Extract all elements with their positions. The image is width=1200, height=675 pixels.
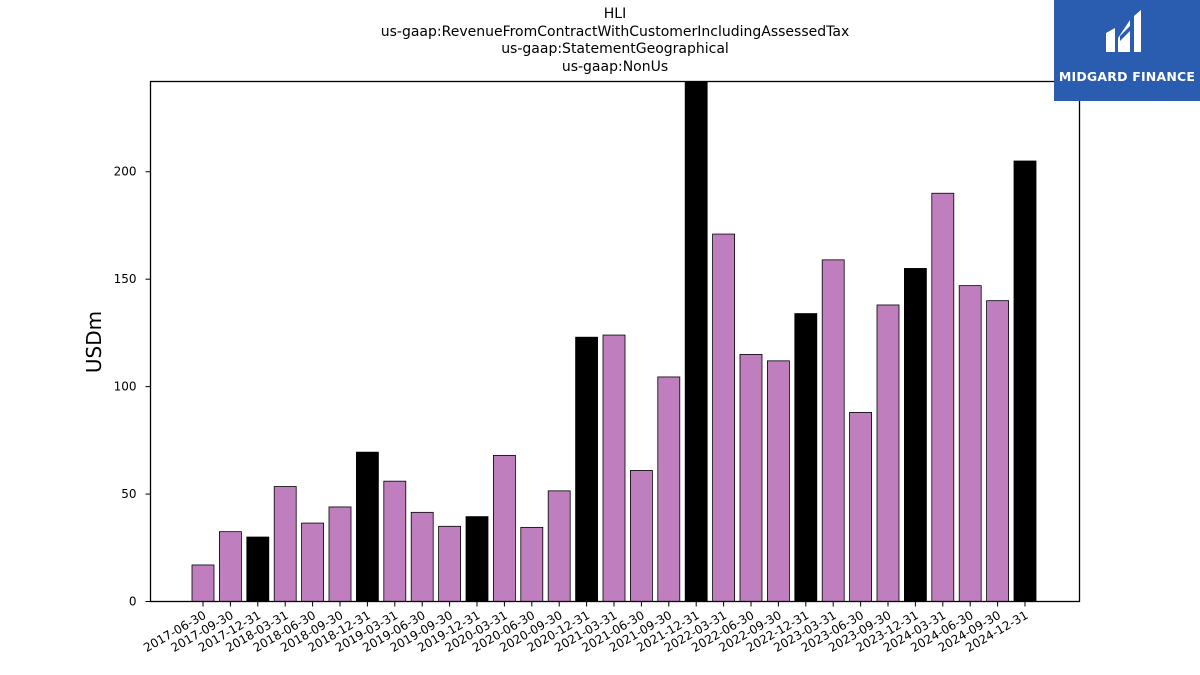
bar-2017-06-30 <box>191 564 215 602</box>
bar-2022-09-30 <box>767 360 790 602</box>
y-axis-label: USDm <box>82 311 106 373</box>
bar-2020-09-30 <box>547 490 571 602</box>
bar-2022-03-31 <box>712 233 735 602</box>
bar-2023-03-31 <box>821 259 845 602</box>
bar-2023-06-30 <box>849 412 872 602</box>
bar-2017-09-30 <box>218 531 242 602</box>
bar-2017-12-31 <box>246 536 270 602</box>
bar-2019-03-31 <box>383 480 407 602</box>
plot-frame <box>149 80 1081 603</box>
bar-2024-09-30 <box>986 300 1009 602</box>
bar-2021-03-31 <box>602 334 626 602</box>
y-tick-label: 150 <box>114 272 137 286</box>
midgard-m-logo-icon <box>1106 10 1141 52</box>
bar-2023-09-30 <box>876 304 900 602</box>
bar-2018-06-30 <box>301 522 325 602</box>
bar-2018-12-31 <box>355 451 379 602</box>
chart-title-line-4: us-gaap:NonUs <box>561 58 669 75</box>
chart-title: HLI us-gaap:RevenueFromContractWithCusto… <box>150 6 1080 76</box>
bar-2019-12-31 <box>465 516 489 602</box>
bar-2022-12-31 <box>794 313 818 602</box>
bar-2021-06-30 <box>630 470 653 602</box>
chart-title-line-1: HLI <box>603 6 627 22</box>
bar-2021-09-30 <box>657 376 681 602</box>
bar-2019-06-30 <box>410 511 434 602</box>
bar-2020-06-30 <box>520 526 544 602</box>
y-tick-label: 0 <box>129 595 137 609</box>
x-axis: 2017-06-302017-09-302017-12-312018-03-31… <box>141 601 1031 655</box>
bar-2023-12-31 <box>904 268 927 602</box>
bar-2018-09-30 <box>328 506 352 602</box>
y-tick-label: 200 <box>114 165 137 179</box>
bar-2021-12-31 <box>684 81 708 602</box>
bar-2024-03-31 <box>931 192 955 602</box>
bar-2020-03-31 <box>492 454 516 602</box>
y-tick-label: 50 <box>121 487 136 501</box>
bar-2022-06-30 <box>739 353 763 602</box>
bar-2024-12-31 <box>1013 160 1037 602</box>
chart-title-line-2: us-gaap:RevenueFromContractWithCustomerI… <box>380 23 850 40</box>
y-tick-label: 100 <box>114 380 137 394</box>
bar-2024-06-30 <box>958 285 982 602</box>
bar-2020-12-31 <box>575 336 598 602</box>
bar-series <box>191 81 1037 602</box>
midgard-finance-logo: MIDGARD FINANCE <box>1054 0 1200 101</box>
chart-title-line-3: us-gaap:StatementGeographical <box>501 41 729 57</box>
logo-text: MIDGARD FINANCE <box>1058 69 1196 84</box>
bar-2018-03-31 <box>273 486 297 602</box>
y-axis: 0 50 100 150 200 <box>114 165 151 609</box>
bar-2019-09-30 <box>438 525 462 602</box>
